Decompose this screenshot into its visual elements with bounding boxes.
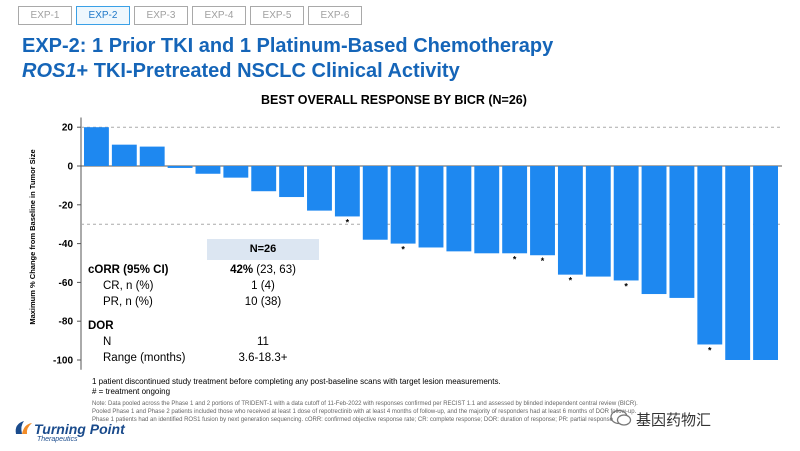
- page-title-line2: ROS1+ TKI-Pretreated NSCLC Clinical Acti…: [22, 60, 460, 83]
- waterfall-bar: [390, 166, 416, 244]
- ongoing-marker: *: [624, 281, 628, 291]
- table-label-pr: PR, n (%): [103, 296, 153, 308]
- footnote-discontinued: 1 patient discontinued study treatment b…: [92, 377, 501, 386]
- page-title-line1: EXP-2: 1 Prior TKI and 1 Platinum-Based …: [22, 35, 554, 57]
- y-tick-label: 0: [67, 162, 73, 173]
- waterfall-bar: [195, 166, 221, 174]
- table-label-range: Range (months): [103, 352, 186, 364]
- waterfall-bar: [557, 166, 583, 275]
- ongoing-marker: *: [401, 245, 405, 255]
- waterfall-bar: [585, 166, 611, 277]
- ongoing-marker: *: [708, 345, 712, 355]
- experiment-tabs: EXP-1 EXP-2 EXP-3 EXP-4 EXP-5 EXP-6: [18, 6, 362, 25]
- waterfall-bar: [446, 166, 472, 252]
- waterfall-bar: [697, 166, 723, 345]
- waterfall-bar: [167, 166, 193, 168]
- tab-exp-1[interactable]: EXP-1: [18, 6, 72, 25]
- tab-exp-4[interactable]: EXP-4: [192, 6, 246, 25]
- ongoing-marker: *: [541, 256, 545, 266]
- logo-name: Turning Point: [34, 421, 125, 437]
- data-note: Note: Data pooled across the Phase 1 and…: [92, 401, 638, 423]
- wechat-icon: [610, 409, 632, 426]
- waterfall-bar: [223, 166, 249, 178]
- y-tick-label: -40: [59, 239, 74, 250]
- table-value-cr: 1 (4): [251, 280, 275, 292]
- waterfall-bar: [613, 166, 639, 281]
- y-tick-label: 20: [62, 123, 74, 134]
- table-label-corr: cORR (95% CI): [88, 264, 169, 276]
- waterfall-bar: [362, 166, 388, 240]
- waterfall-bar: [530, 166, 555, 256]
- waterfall-bar: [251, 166, 277, 192]
- title-rest: + TKI-Pretreated NSCLC Clinical Activity: [76, 60, 460, 82]
- logo-sub: Therapeutics: [37, 436, 78, 443]
- y-tick-label: -100: [53, 356, 73, 367]
- chart-title: BEST OVERALL RESPONSE BY BICR (N=26): [261, 93, 527, 107]
- table-value-n: 11: [257, 336, 269, 348]
- title-gene-italic: ROS1: [22, 60, 77, 82]
- waterfall-bar: [84, 127, 109, 166]
- ongoing-marker: *: [513, 254, 517, 264]
- waterfall-bar: [279, 166, 305, 198]
- table-label-cr: CR, n (%): [103, 280, 154, 292]
- tab-exp-2[interactable]: EXP-2: [76, 6, 130, 25]
- tab-exp-6[interactable]: EXP-6: [308, 6, 362, 25]
- waterfall-bar: [502, 166, 528, 254]
- y-tick-label: -20: [59, 200, 74, 211]
- table-value-range: 3.6-18.3+: [238, 352, 288, 364]
- waterfall-bar: [725, 166, 751, 360]
- y-axis-label: Maximum % Change from Baseline in Tumor …: [28, 149, 37, 324]
- waterfall-bar: [753, 166, 778, 360]
- y-tick-label: -60: [59, 278, 74, 289]
- waterfall-bar: [111, 144, 137, 166]
- watermark-text: 基因药物汇: [636, 412, 712, 429]
- table-value-corr: 42% (23, 63): [217, 264, 309, 276]
- waterfall-bar: [669, 166, 695, 298]
- corr-percent: 42%: [230, 264, 254, 276]
- waterfall-bar: [334, 166, 360, 217]
- ongoing-marker: *: [569, 276, 573, 286]
- waterfall-bar: [474, 166, 500, 254]
- corr-ci: (23, 63): [253, 264, 296, 276]
- table-label-n: N: [103, 336, 112, 348]
- ongoing-marker: *: [346, 217, 350, 227]
- waterfall-bar: [307, 166, 332, 211]
- y-tick-label: -80: [59, 317, 74, 328]
- response-table: [83, 239, 319, 375]
- table-value-pr: 10 (38): [244, 296, 282, 308]
- turning-point-logo-icon: [15, 421, 32, 434]
- waterfall-bar: [139, 146, 165, 166]
- footnote-ongoing: # = treatment ongoing: [92, 387, 171, 396]
- tab-exp-3[interactable]: EXP-3: [134, 6, 188, 25]
- table-header-n: N=26: [207, 239, 319, 260]
- waterfall-bar: [418, 166, 444, 248]
- tab-exp-5[interactable]: EXP-5: [250, 6, 304, 25]
- waterfall-bar: [641, 166, 667, 295]
- table-label-dor: DOR: [88, 320, 114, 332]
